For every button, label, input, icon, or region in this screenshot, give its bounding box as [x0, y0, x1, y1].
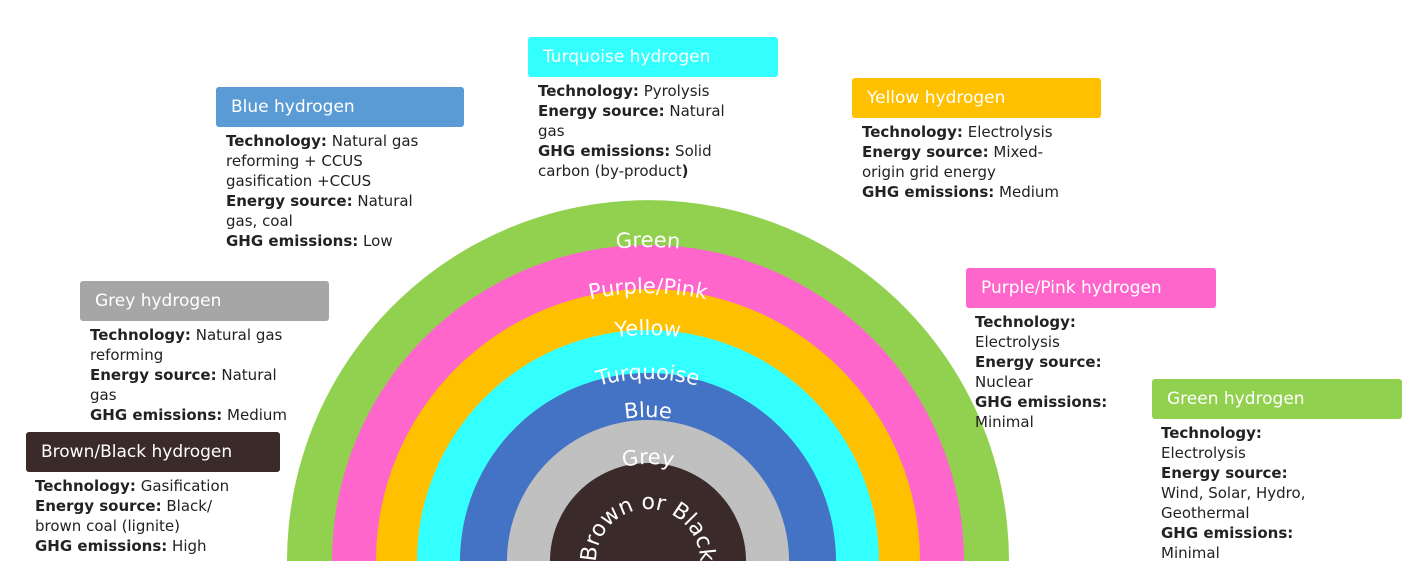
- card-turquoise-body: Technology: Pyrolysis Energy source: Nat…: [528, 77, 778, 181]
- card-green-hydrogen: Green hydrogen Technology: Electrolysis …: [1152, 379, 1402, 563]
- arc-label-green: Green: [615, 228, 681, 254]
- blue-energy-val1: Natural: [357, 192, 413, 210]
- green-ghg-val: Minimal: [1161, 544, 1220, 562]
- brown-tech-val: Gasification: [140, 477, 230, 495]
- brown-energy-val2: brown coal (lignite): [35, 517, 180, 535]
- blue-tech-key: Technology:: [226, 132, 327, 150]
- turquoise-energy-val1: Natural: [669, 102, 725, 120]
- brown-tech-key: Technology:: [35, 477, 136, 495]
- brown-energy-val1: Black/: [166, 497, 213, 515]
- blue-tech-val2: reforming + CCUS: [226, 152, 363, 170]
- purple-ghg-val: Minimal: [975, 413, 1034, 431]
- yellow-ghg-key: GHG emissions:: [862, 183, 995, 201]
- grey-energy-key: Energy source:: [90, 366, 217, 384]
- grey-energy-val2: gas: [90, 386, 117, 404]
- yellow-energy-key: Energy source:: [862, 143, 989, 161]
- arc-brown-or-black: [550, 463, 746, 561]
- card-grey-title: Grey hydrogen: [80, 281, 329, 321]
- grey-tech-val2: reforming: [90, 346, 164, 364]
- blue-ghg-key: GHG emissions:: [226, 232, 359, 250]
- green-energy-key: Energy source:: [1161, 464, 1288, 482]
- turquoise-tech-key: Technology:: [538, 82, 639, 100]
- card-grey-body: Technology: Natural gas reforming Energy…: [80, 321, 329, 425]
- purple-ghg-key: GHG emissions:: [975, 393, 1108, 411]
- blue-energy-val2: gas, coal: [226, 212, 293, 230]
- card-turquoise-hydrogen: Turquoise hydrogen Technology: Pyrolysis…: [528, 37, 778, 181]
- grey-energy-val1: Natural: [221, 366, 277, 384]
- baseline-mask: [0, 561, 1420, 584]
- turquoise-ghg-key: GHG emissions:: [538, 142, 671, 160]
- card-yellow-hydrogen: Yellow hydrogen Technology: Electrolysis…: [852, 78, 1101, 202]
- grey-ghg-val: Medium: [227, 406, 288, 424]
- arc-label-yellow: Yellow: [613, 316, 683, 342]
- yellow-energy-val2: origin grid energy: [862, 163, 996, 181]
- purple-tech-key: Technology:: [975, 313, 1076, 331]
- turquoise-tech-val: Pyrolysis: [643, 82, 710, 100]
- brown-ghg-key: GHG emissions:: [35, 537, 168, 555]
- card-blue-title: Blue hydrogen: [216, 87, 464, 127]
- grey-tech-key: Technology:: [90, 326, 191, 344]
- card-purple-body: Technology: Electrolysis Energy source: …: [966, 308, 1216, 432]
- card-turquoise-title: Turquoise hydrogen: [528, 37, 778, 77]
- turquoise-ghg-paren: ): [681, 162, 689, 180]
- green-tech-val: Electrolysis: [1161, 444, 1246, 462]
- green-ghg-key: GHG emissions:: [1161, 524, 1294, 542]
- turquoise-ghg-val1: Solid: [675, 142, 712, 160]
- arc-label-blue: Blue: [623, 398, 674, 424]
- turquoise-energy-val2: gas: [538, 122, 565, 140]
- card-grey-hydrogen: Grey hydrogen Technology: Natural gas re…: [80, 281, 329, 425]
- yellow-tech-key: Technology:: [862, 123, 963, 141]
- brown-energy-key: Energy source:: [35, 497, 162, 515]
- card-blue-body: Technology: Natural gas reforming + CCUS…: [216, 127, 464, 251]
- card-blue-hydrogen: Blue hydrogen Technology: Natural gas re…: [216, 87, 464, 251]
- card-brown-hydrogen: Brown/Black hydrogen Technology: Gasific…: [26, 432, 280, 556]
- green-energy-val: Wind, Solar, Hydro, Geothermal: [1161, 484, 1306, 522]
- card-green-title: Green hydrogen: [1152, 379, 1402, 419]
- blue-tech-val3: gasification +CCUS: [226, 172, 372, 190]
- card-brown-title: Brown/Black hydrogen: [26, 432, 280, 472]
- blue-ghg-val: Low: [363, 232, 393, 250]
- purple-energy-val: Nuclear: [975, 373, 1033, 391]
- purple-energy-key: Energy source:: [975, 353, 1102, 371]
- card-purple-hydrogen: Purple/Pink hydrogen Technology: Electro…: [966, 268, 1216, 432]
- card-yellow-body: Technology: Electrolysis Energy source: …: [852, 118, 1101, 202]
- yellow-tech-val: Electrolysis: [967, 123, 1053, 141]
- brown-ghg-val: High: [172, 537, 207, 555]
- blue-energy-key: Energy source:: [226, 192, 353, 210]
- purple-tech-val: Electrolysis: [975, 333, 1060, 351]
- yellow-ghg-val: Medium: [999, 183, 1060, 201]
- green-tech-key: Technology:: [1161, 424, 1262, 442]
- card-brown-body: Technology: Gasification Energy source: …: [26, 472, 280, 556]
- yellow-energy-val1: Mixed-: [993, 143, 1044, 161]
- turquoise-ghg-val2: carbon (by-product: [538, 162, 682, 180]
- grey-ghg-key: GHG emissions:: [90, 406, 223, 424]
- card-green-body: Technology: Electrolysis Energy source: …: [1152, 419, 1402, 563]
- turquoise-energy-key: Energy source:: [538, 102, 665, 120]
- blue-tech-val1: Natural gas: [331, 132, 419, 150]
- card-purple-title: Purple/Pink hydrogen: [966, 268, 1216, 308]
- grey-tech-val1: Natural gas: [195, 326, 283, 344]
- card-yellow-title: Yellow hydrogen: [852, 78, 1101, 118]
